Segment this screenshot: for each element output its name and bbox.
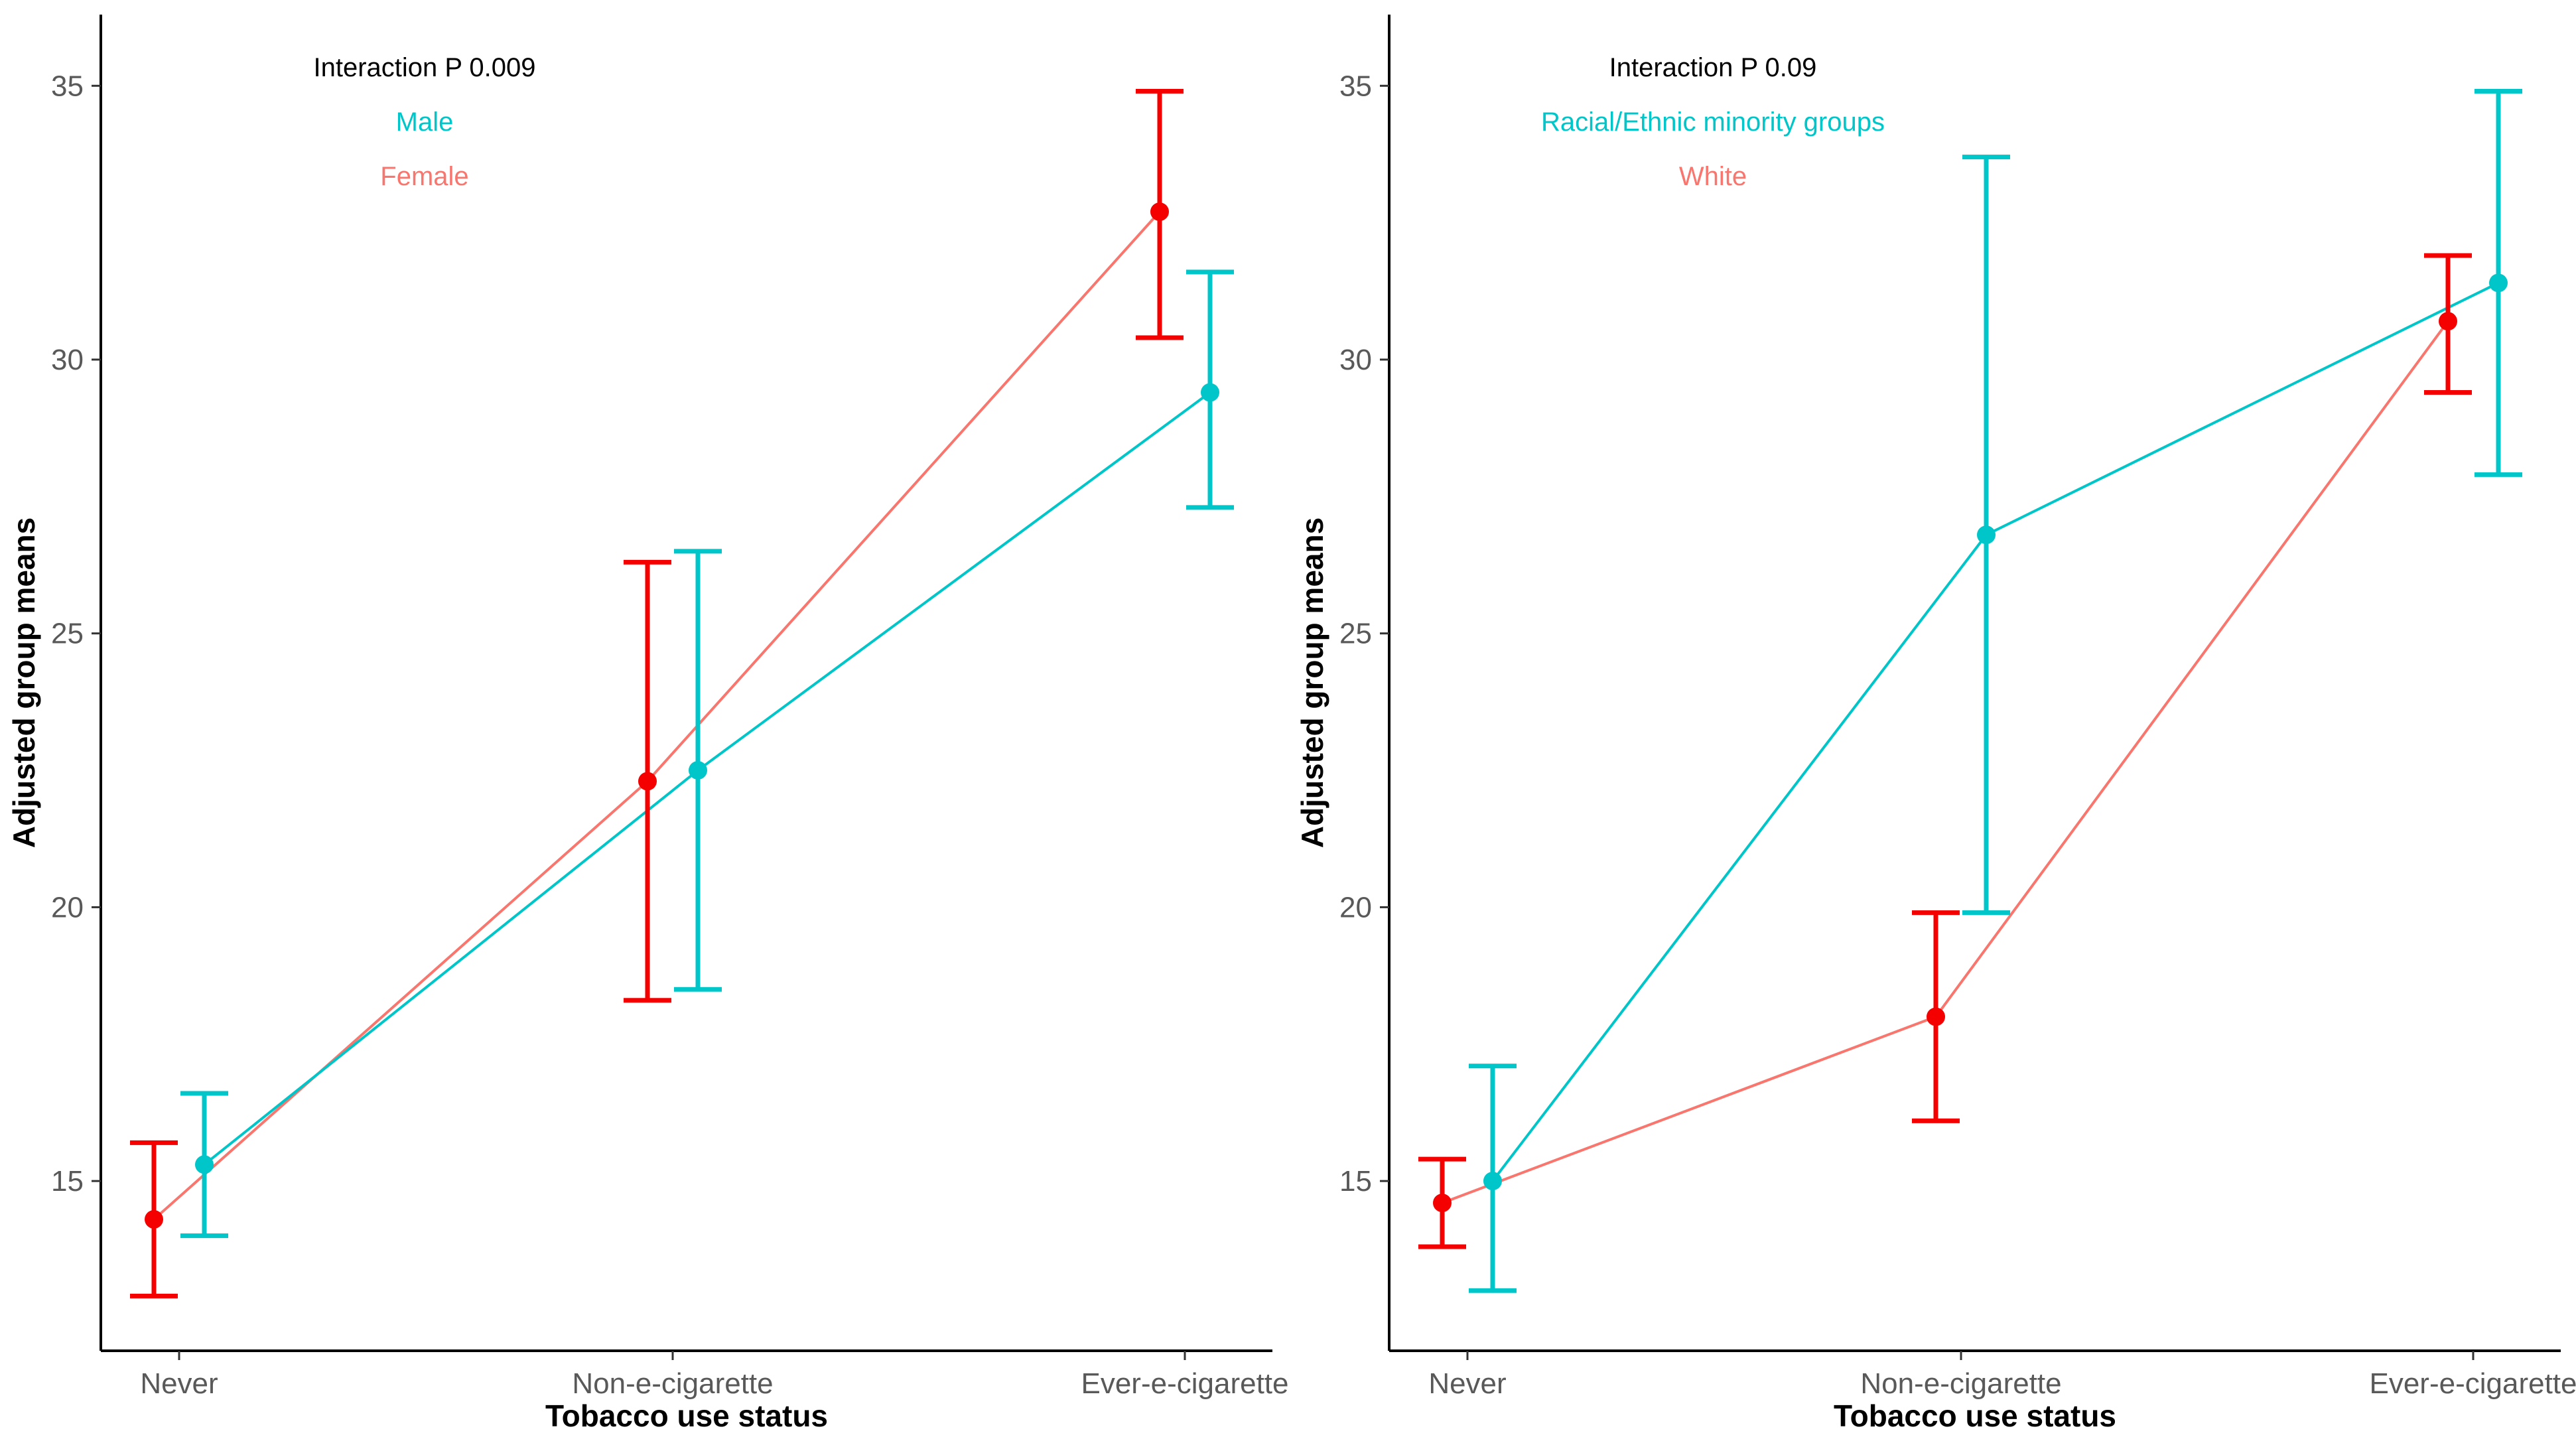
y-tick-label: 20 <box>1339 891 1372 924</box>
legend-label: White <box>1679 162 1747 191</box>
y-tick-label: 25 <box>51 618 84 650</box>
data-point <box>638 772 657 791</box>
y-tick-label: 25 <box>1339 618 1372 650</box>
data-point <box>1977 525 1996 545</box>
y-axis-title: Adjusted group means <box>7 517 41 848</box>
data-point <box>2439 312 2457 331</box>
x-tick-label: Non-e-cigarette <box>572 1367 773 1400</box>
series-line <box>203 391 1211 1166</box>
y-axis-title: Adjusted group means <box>1295 517 1329 848</box>
y-tick-label: 35 <box>51 70 84 102</box>
y-tick-label: 35 <box>1339 70 1372 102</box>
x-axis-title: Tobacco use status <box>545 1399 828 1433</box>
x-tick-label: Ever-e-cigarette <box>2369 1367 2576 1400</box>
data-point <box>195 1155 214 1174</box>
legend-label: Racial/Ethnic minority groups <box>1541 107 1885 137</box>
y-tick-label: 15 <box>51 1165 84 1198</box>
data-point <box>1201 383 1219 402</box>
series-line <box>1442 320 2449 1205</box>
y-tick-label: 15 <box>1339 1165 1372 1198</box>
x-tick-label: Never <box>140 1367 218 1400</box>
y-tick-label: 30 <box>51 344 84 376</box>
data-point <box>1927 1007 1945 1026</box>
data-point <box>1433 1194 1452 1213</box>
series-line <box>153 210 1161 1221</box>
x-tick-label: Never <box>1428 1367 1506 1400</box>
x-axis-title: Tobacco use status <box>1834 1399 2116 1433</box>
data-point <box>1483 1172 1502 1191</box>
legend-label: Female <box>380 162 468 191</box>
left-panel: 15 20 25 30 35 Never Non-e-cigarette Ever-e-cig… <box>7 15 1289 1433</box>
series-line <box>1491 281 2499 1182</box>
x-tick-label: Non-e-cigarette <box>1860 1367 2061 1400</box>
data-point <box>2489 273 2508 293</box>
y-tick-label: 20 <box>51 891 84 924</box>
interaction-p-annotation: Interaction P 0.009 <box>313 53 535 82</box>
data-point <box>689 761 707 780</box>
data-point <box>1150 202 1169 222</box>
right-panel: 15 20 25 30 35 Never Non-e-cigarette Ever-e-cig… <box>1295 15 2576 1433</box>
x-tick-label: Ever-e-cigarette <box>1081 1367 1288 1400</box>
y-tick-label: 30 <box>1339 344 1372 376</box>
interaction-p-annotation: Interaction P 0.09 <box>1609 53 1817 82</box>
data-point <box>145 1209 163 1229</box>
legend-label: Male <box>396 107 454 137</box>
